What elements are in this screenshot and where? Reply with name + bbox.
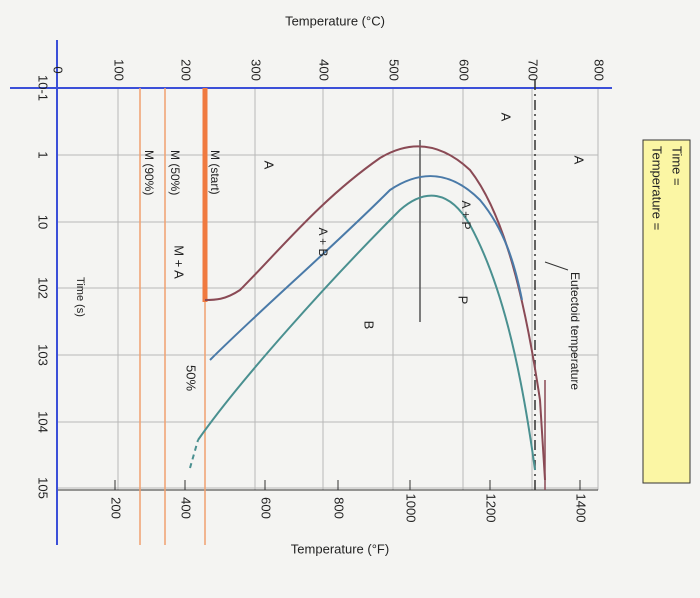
fifty-curve xyxy=(209,175,523,361)
finish-curve xyxy=(197,194,536,471)
time-tick-label: 10-1 xyxy=(36,75,51,101)
fahrenheit-tick-label-group: 600 xyxy=(259,497,274,519)
time-tick-label: 105 xyxy=(36,477,51,499)
fahrenheit-tick-label: 600 xyxy=(259,497,274,519)
celsius-tick-label-group: 600 xyxy=(457,59,472,81)
fahrenheit-tick-label: 1200 xyxy=(484,494,499,523)
celsius-tick-label-group: 400 xyxy=(317,59,332,81)
time-field: Time = xyxy=(670,146,685,186)
celsius-tick-label-group: 300 xyxy=(249,59,264,81)
time-tick-label: 103 xyxy=(36,344,51,366)
celsius-tick-label-group: 100 xyxy=(112,59,127,81)
region-label: M (start) xyxy=(208,150,222,195)
time-tick-label-group: 105 xyxy=(36,477,51,499)
region-label: A xyxy=(572,156,587,165)
region-label-group: M (start) xyxy=(208,150,222,195)
fahrenheit-axis xyxy=(57,480,598,491)
celsius-tick-label-group: 700 xyxy=(526,59,541,81)
region-label-group: A xyxy=(262,161,277,170)
fahrenheit-tick-label-group: 800 xyxy=(332,497,347,519)
celsius-tick-label: 600 xyxy=(457,59,472,81)
celsius-tick-label-group: 0 xyxy=(51,66,66,73)
time-title: Time (s) xyxy=(74,277,86,317)
region-label-group: Eutectoid temperature xyxy=(568,272,582,390)
region-label: A + P xyxy=(459,200,473,229)
fahrenheit-tick-label: 1000 xyxy=(404,494,419,523)
region-label-group: A + B xyxy=(316,227,330,256)
temperature-field: Temperature = xyxy=(650,146,665,230)
celsius-tick-label: 400 xyxy=(317,59,332,81)
region-label-group: P xyxy=(456,296,471,305)
region-label-group: M (50%) xyxy=(168,150,182,195)
fahrenheit-tick-label: 200 xyxy=(109,497,124,519)
celsius-tick-label: 300 xyxy=(249,59,264,81)
time-tick-label-group: 103 xyxy=(36,344,51,366)
time-tick-label-group: 1 xyxy=(36,151,51,158)
region-label: A xyxy=(262,161,277,170)
fahrenheit-tick-label-group: 1400 xyxy=(574,494,589,523)
time-tick-label: 1 xyxy=(36,151,51,158)
region-label: M (90%) xyxy=(142,150,156,195)
fahrenheit-tick-label-group: 400 xyxy=(179,497,194,519)
celsius-tick-label-group: 500 xyxy=(387,59,402,81)
region-label: Eutectoid temperature xyxy=(568,272,582,390)
region-label: M + A xyxy=(172,245,187,279)
answer-box xyxy=(642,139,691,484)
region-label: B xyxy=(362,321,377,330)
region-label: A + B xyxy=(316,227,330,256)
time-grid xyxy=(57,154,598,489)
region-label-group: A + P xyxy=(459,200,473,229)
fahrenheit-tick-label-group: 1000 xyxy=(404,494,419,523)
region-label: P xyxy=(456,296,471,305)
region-label-group: M + A xyxy=(172,245,187,279)
time-tick-label: 104 xyxy=(36,411,51,433)
fahrenheit-tick-label-group: 200 xyxy=(109,497,124,519)
region-label: M (50%) xyxy=(168,150,182,195)
region-label-group: M (90%) xyxy=(142,150,156,195)
fahrenheit-tick-label-group: 1200 xyxy=(484,494,499,523)
celsius-tick-label-group: 200 xyxy=(179,59,194,81)
fahrenheit-title: Temperature (°F) xyxy=(291,541,389,556)
time-tick-label-group: 10-1 xyxy=(36,75,51,101)
celsius-tick-label-group: 800 xyxy=(592,59,607,81)
time-tick-label: 10 xyxy=(36,215,51,229)
fahrenheit-tick-label: 800 xyxy=(332,497,347,519)
region-label-group: A xyxy=(499,113,514,122)
celsius-tick-label: 500 xyxy=(387,59,402,81)
time-tick-label: 102 xyxy=(36,277,51,299)
time-tick-label-group: 104 xyxy=(36,411,51,433)
celsius-tick-label: 800 xyxy=(592,59,607,81)
region-label: A xyxy=(499,113,514,122)
region-label-group: B xyxy=(362,321,377,330)
celsius-tick-label: 0 xyxy=(51,66,66,73)
eutectoid-pointer xyxy=(544,261,569,271)
celsius-tick-label: 700 xyxy=(526,59,541,81)
celsius-tick-label: 100 xyxy=(112,59,127,81)
time-tick-label-group: 102 xyxy=(36,277,51,299)
celsius-tick-label: 200 xyxy=(179,59,194,81)
fahrenheit-tick-label: 400 xyxy=(179,497,194,519)
region-label-group: A xyxy=(572,156,587,165)
finish-dash xyxy=(189,439,199,469)
celsius-title: Temperature (°C) xyxy=(285,13,385,28)
fahrenheit-tick-label: 1400 xyxy=(574,494,589,523)
time-tick-label-group: 10 xyxy=(36,215,51,229)
region-label: 50% xyxy=(184,365,199,391)
region-label-group: 50% xyxy=(184,365,199,391)
